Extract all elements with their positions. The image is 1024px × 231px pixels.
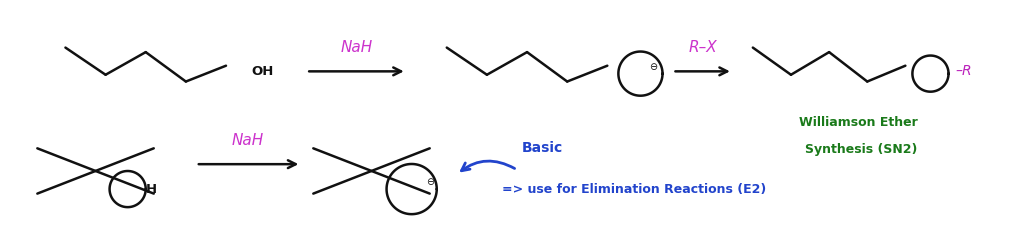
Text: => use for Elimination Reactions (E2): => use for Elimination Reactions (E2): [502, 182, 766, 196]
Text: Williamson Ether: Williamson Ether: [799, 116, 918, 129]
Text: –R: –R: [955, 64, 972, 78]
Text: Basic: Basic: [522, 141, 563, 155]
Text: OH: OH: [251, 65, 273, 78]
Text: NaH: NaH: [232, 133, 264, 148]
Text: ⊖: ⊖: [426, 177, 434, 187]
Text: ⊖: ⊖: [649, 62, 657, 72]
Text: NaH: NaH: [340, 40, 373, 55]
Text: R–X: R–X: [688, 40, 717, 55]
Text: H: H: [145, 182, 157, 196]
Text: Synthesis (SN2): Synthesis (SN2): [805, 143, 918, 156]
